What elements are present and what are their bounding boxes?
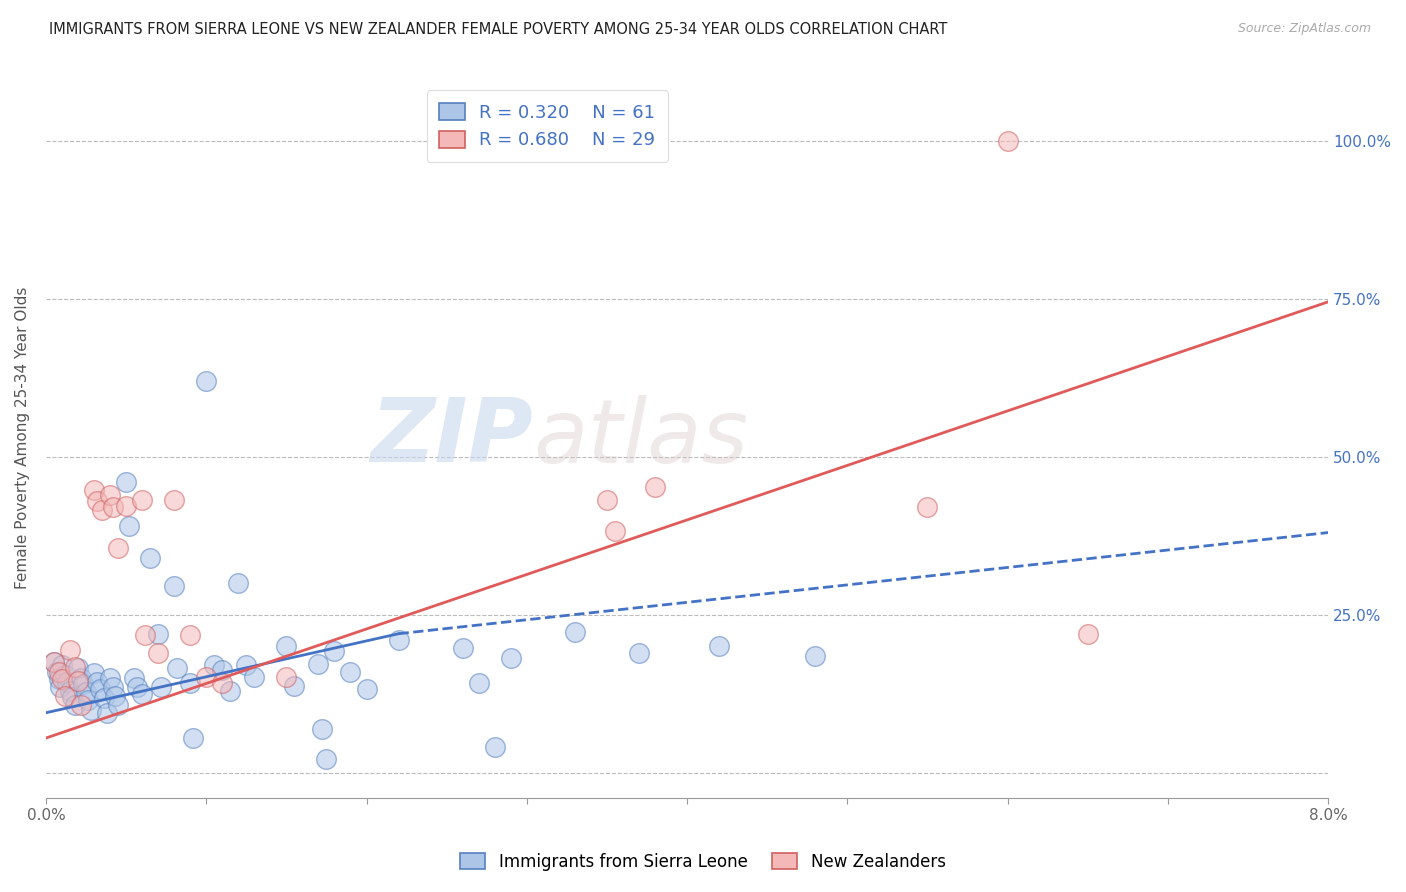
Point bbox=[80, 702, 103, 716]
Point bbox=[1077, 626, 1099, 640]
Point bbox=[63, 698, 86, 712]
Point bbox=[146, 626, 169, 640]
Point bbox=[93, 691, 115, 706]
Point bbox=[103, 500, 125, 515]
Point bbox=[356, 682, 378, 697]
Point bbox=[163, 579, 186, 593]
Point bbox=[150, 681, 173, 695]
Point bbox=[183, 731, 205, 745]
Point bbox=[86, 494, 108, 508]
Point bbox=[243, 670, 266, 684]
Point bbox=[42, 655, 65, 669]
Text: IMMIGRANTS FROM SIERRA LEONE VS NEW ZEALANDER FEMALE POVERTY AMONG 25-34 YEAR OL: IMMIGRANTS FROM SIERRA LEONE VS NEW ZEAL… bbox=[49, 22, 948, 37]
Point bbox=[235, 658, 257, 673]
Point bbox=[283, 679, 305, 693]
Point bbox=[131, 492, 153, 507]
Point bbox=[118, 519, 141, 533]
Point bbox=[72, 677, 94, 691]
Point bbox=[103, 681, 125, 695]
Legend: R = 0.320    N = 61, R = 0.680    N = 29: R = 0.320 N = 61, R = 0.680 N = 29 bbox=[427, 90, 668, 162]
Text: ZIP: ZIP bbox=[370, 394, 533, 482]
Point bbox=[146, 646, 169, 660]
Point bbox=[115, 475, 138, 489]
Point bbox=[323, 644, 346, 658]
Point bbox=[195, 374, 218, 388]
Point bbox=[997, 134, 1019, 148]
Point bbox=[51, 672, 73, 686]
Point bbox=[107, 541, 129, 556]
Point bbox=[53, 689, 76, 703]
Point bbox=[219, 683, 242, 698]
Point bbox=[226, 576, 249, 591]
Point bbox=[96, 706, 118, 720]
Point bbox=[211, 676, 233, 690]
Point bbox=[86, 675, 108, 690]
Point bbox=[484, 740, 506, 755]
Point bbox=[166, 661, 188, 675]
Point bbox=[387, 633, 409, 648]
Point bbox=[51, 658, 73, 673]
Point bbox=[179, 628, 201, 642]
Point bbox=[104, 689, 127, 703]
Point bbox=[311, 722, 333, 736]
Point bbox=[48, 665, 70, 679]
Text: Source: ZipAtlas.com: Source: ZipAtlas.com bbox=[1237, 22, 1371, 36]
Point bbox=[276, 670, 298, 684]
Point bbox=[596, 492, 619, 507]
Point bbox=[75, 685, 97, 699]
Point bbox=[315, 752, 337, 766]
Point bbox=[59, 642, 82, 657]
Point bbox=[89, 682, 111, 697]
Point bbox=[917, 500, 939, 515]
Y-axis label: Female Poverty Among 25-34 Year Olds: Female Poverty Among 25-34 Year Olds bbox=[15, 286, 30, 589]
Legend: Immigrants from Sierra Leone, New Zealanders: Immigrants from Sierra Leone, New Zealan… bbox=[451, 845, 955, 880]
Point bbox=[339, 665, 361, 679]
Point bbox=[211, 664, 233, 678]
Point bbox=[467, 676, 489, 690]
Point bbox=[603, 524, 626, 539]
Point bbox=[49, 681, 72, 695]
Point bbox=[76, 693, 98, 707]
Point bbox=[195, 670, 218, 684]
Point bbox=[91, 503, 114, 517]
Point bbox=[139, 550, 162, 565]
Text: atlas: atlas bbox=[533, 395, 748, 481]
Point bbox=[46, 665, 69, 679]
Point bbox=[564, 625, 586, 640]
Point bbox=[42, 655, 65, 669]
Point bbox=[499, 650, 522, 665]
Point bbox=[59, 683, 82, 698]
Point bbox=[66, 674, 89, 689]
Point bbox=[627, 646, 650, 660]
Point bbox=[48, 672, 70, 686]
Point bbox=[107, 698, 129, 712]
Point bbox=[53, 668, 76, 682]
Point bbox=[98, 671, 121, 685]
Point bbox=[122, 671, 145, 685]
Point bbox=[60, 690, 83, 704]
Point bbox=[644, 480, 666, 494]
Point bbox=[707, 640, 730, 654]
Point bbox=[70, 671, 93, 685]
Point bbox=[115, 499, 138, 513]
Point bbox=[98, 488, 121, 502]
Point bbox=[56, 675, 79, 690]
Point bbox=[804, 648, 827, 663]
Point bbox=[451, 640, 474, 655]
Point bbox=[70, 698, 93, 712]
Point bbox=[276, 640, 298, 654]
Point bbox=[163, 492, 186, 507]
Point bbox=[134, 628, 156, 642]
Point bbox=[202, 658, 225, 673]
Point bbox=[83, 665, 105, 680]
Point bbox=[83, 483, 105, 497]
Point bbox=[66, 661, 89, 675]
Point bbox=[127, 681, 149, 695]
Point bbox=[131, 687, 153, 701]
Point bbox=[63, 659, 86, 673]
Point bbox=[307, 657, 329, 671]
Point bbox=[179, 676, 201, 690]
